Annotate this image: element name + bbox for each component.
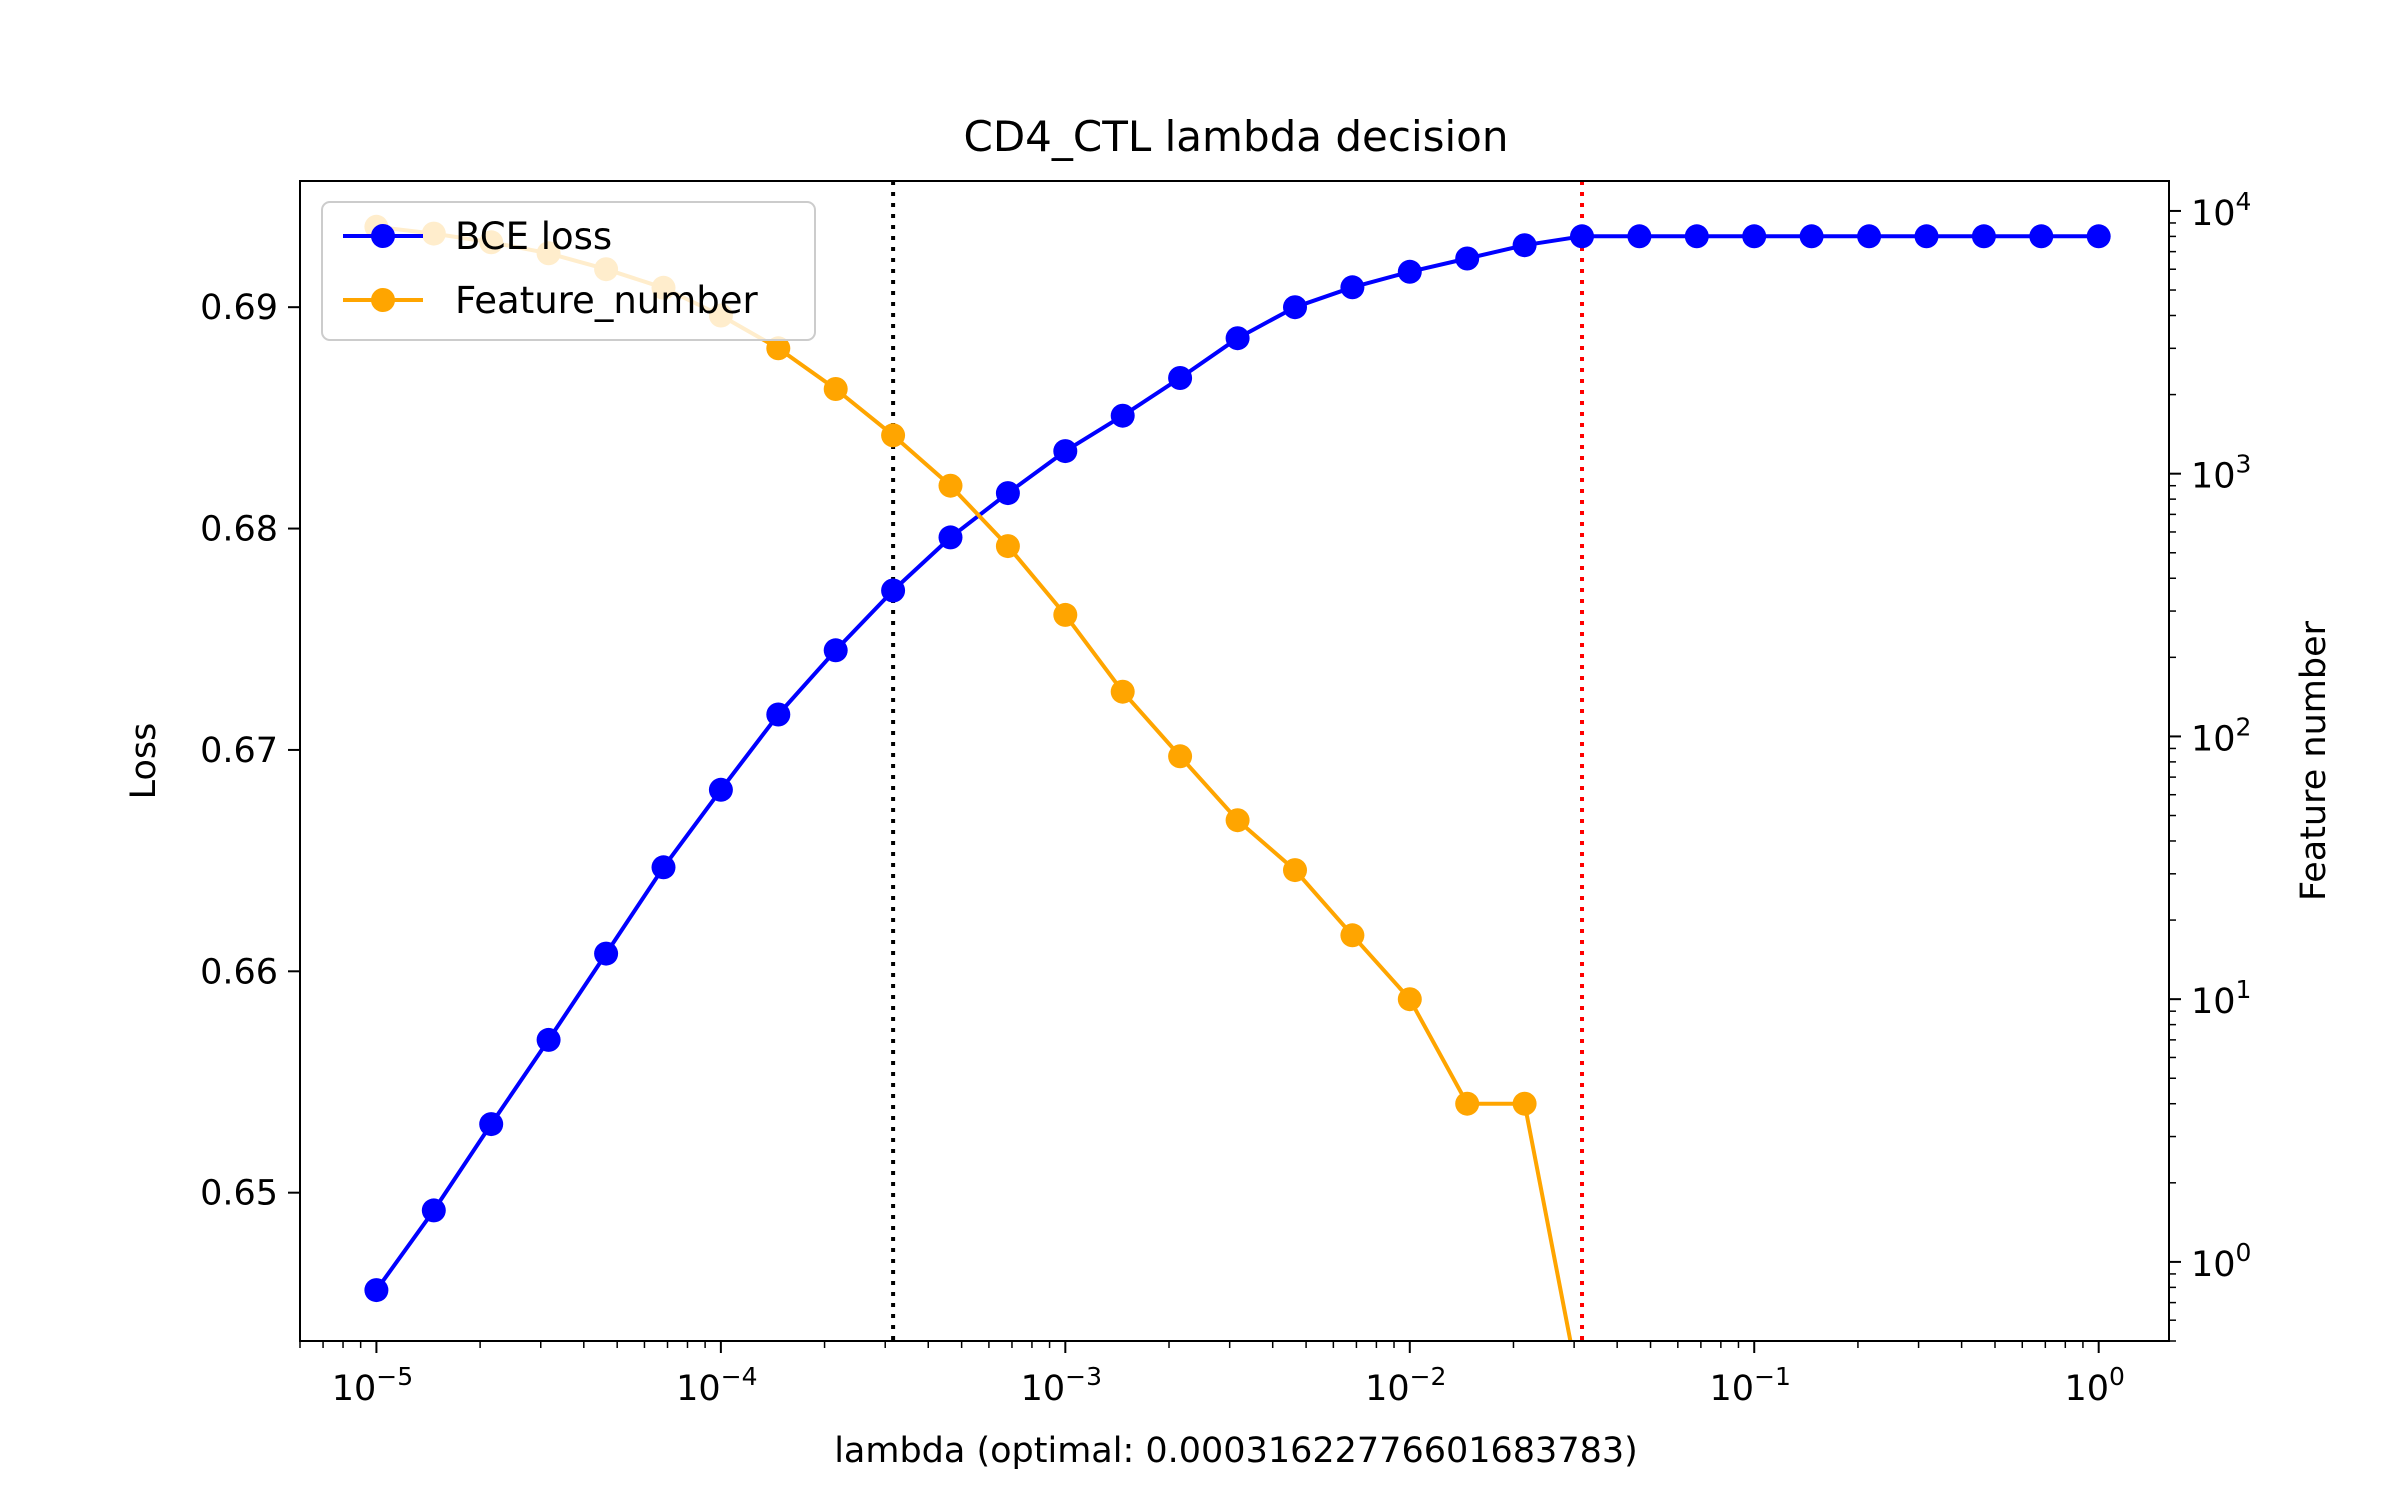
y-axis-title: Loss (124, 723, 164, 800)
series-0-point-9 (881, 578, 906, 603)
x-tick-label-3-exp: −2 (1410, 1362, 1447, 1391)
y2-tick-label-1-exp: 1 (2236, 975, 2252, 1004)
x-tick-label-0-exp: −5 (376, 1362, 413, 1391)
y2-axis-title: Feature number (2294, 620, 2334, 901)
series-1-point-8 (823, 377, 848, 401)
series-0-point-23 (1684, 224, 1709, 249)
series-0-point-22 (1627, 224, 1652, 249)
series-0-point-2 (479, 1112, 504, 1137)
series-1-point-13 (1110, 679, 1135, 704)
x-tick-label-2: 10−3 (1021, 1362, 1102, 1409)
y2-tick-label-4-base: 10 (2191, 194, 2236, 234)
series-0-point-25 (1799, 224, 1824, 249)
series-0-point-28 (1971, 224, 1996, 249)
series-0-point-24 (1742, 224, 1767, 249)
series-0-point-1 (421, 1198, 446, 1223)
y2-tick-label-1: 101 (2191, 975, 2251, 1022)
series-0-point-5 (651, 855, 676, 880)
series-0 (364, 224, 2111, 1303)
x-axis-ticks: 10−5 10−4 10−3 10−2 10−1 100 (299, 1341, 2125, 1409)
series-1-point-7 (766, 336, 791, 361)
series-1-point-17 (1340, 923, 1365, 948)
series-0-point-12 (1053, 439, 1078, 464)
y-tick-label-2: 0.67 (200, 731, 278, 771)
x-tick-label-1-exp: −4 (721, 1362, 758, 1391)
series-1-point-15 (1225, 808, 1250, 833)
series-1-point-14 (1168, 744, 1193, 769)
x-axis-title: lambda (optimal: 0.00031622776601683783) (834, 1431, 1638, 1471)
series-0-point-18 (1397, 259, 1422, 284)
series-0-point-29 (2029, 224, 2054, 249)
y2-tick-label-0: 100 (2191, 1238, 2251, 1285)
y-tick-label-4: 0.69 (200, 288, 278, 328)
x-tick-label-3: 10−2 (1365, 1362, 1446, 1409)
series-0-point-17 (1340, 275, 1365, 300)
x-tick-label-3-base: 10 (1365, 1369, 1410, 1409)
x-tick-label-4: 10−1 (1710, 1362, 1791, 1409)
y-tick-label-3: 0.68 (200, 510, 278, 550)
series-1-point-16 (1283, 858, 1307, 883)
series-1-point-20 (1512, 1091, 1537, 1116)
series-0-point-8 (823, 638, 848, 663)
series-0-point-11 (995, 481, 1020, 506)
series-0-point-10 (938, 525, 963, 550)
series-1-point-18 (1397, 987, 1422, 1012)
series-0-point-20 (1512, 233, 1537, 258)
x-tick-label-1-base: 10 (676, 1369, 721, 1409)
series-0-point-0 (364, 1278, 389, 1303)
x-tick-label-0: 10−5 (332, 1362, 413, 1409)
series-0-point-3 (536, 1027, 561, 1052)
series-0-point-7 (766, 702, 791, 727)
series-1-point-9 (881, 423, 906, 448)
y-tick-label-0: 0.65 (200, 1174, 278, 1214)
x-tick-label-4-base: 10 (1710, 1369, 1755, 1409)
legend-box (321, 201, 816, 341)
x-tick-label-5: 100 (2064, 1362, 2124, 1409)
y2-tick-label-4: 104 (2191, 187, 2251, 234)
x-tick-label-2-base: 10 (1021, 1369, 1066, 1409)
chart-title: CD4_CTL lambda decision (964, 112, 1509, 161)
series-0-point-6 (708, 777, 733, 802)
series-0-point-21 (1570, 224, 1594, 249)
series-0-point-4 (594, 941, 619, 966)
series-0-point-19 (1455, 246, 1480, 271)
x-tick-label-5-exp: 0 (2109, 1362, 2125, 1391)
y2-tick-label-2-exp: 2 (2236, 712, 2252, 741)
y2-tick-label-3-base: 10 (2191, 457, 2236, 497)
legend-label-bce-loss: BCE loss (455, 215, 612, 258)
plot-frame (299, 180, 2170, 1342)
legend-label-feature-number: Feature_number (455, 279, 759, 322)
series-0-point-30 (2086, 224, 2111, 249)
series-0-point-16 (1283, 295, 1307, 320)
series-1-point-12 (1053, 602, 1078, 627)
y-axis-ticks: 0.65 0.66 0.67 0.68 0.69 (200, 288, 300, 1214)
x-tick-label-4-exp: −1 (1754, 1362, 1791, 1391)
series-1-point-11 (995, 534, 1020, 559)
y2-tick-label-4-exp: 4 (2236, 187, 2252, 216)
x-tick-label-1: 10−4 (676, 1362, 757, 1409)
y2-tick-label-3-exp: 3 (2236, 450, 2252, 479)
series-1-point-10 (938, 473, 963, 498)
legend-marker-feature-number (371, 288, 395, 312)
legend-marker-bce-loss (371, 224, 395, 248)
series-0-point-27 (1914, 224, 1939, 249)
y2-tick-label-1-base: 10 (2191, 982, 2236, 1022)
y2-tick-label-2: 102 (2191, 712, 2251, 759)
y2-tick-label-3: 103 (2191, 450, 2251, 497)
series-1-point-19 (1455, 1091, 1480, 1116)
x-tick-label-0-base: 10 (332, 1369, 377, 1409)
series-0-point-13 (1110, 403, 1135, 428)
series-0-point-14 (1168, 366, 1193, 390)
x-tick-label-5-base: 10 (2064, 1369, 2109, 1409)
y2-tick-label-0-exp: 0 (2236, 1238, 2252, 1267)
series-0-point-15 (1225, 326, 1250, 351)
y2-tick-label-0-base: 10 (2191, 1245, 2236, 1285)
series-0-point-26 (1857, 224, 1882, 249)
y2-tick-label-2-base: 10 (2191, 719, 2236, 759)
y-tick-label-1: 0.66 (200, 952, 278, 992)
legend: BCE loss Feature_number (321, 201, 816, 341)
x-tick-label-2-exp: −3 (1065, 1362, 1102, 1391)
